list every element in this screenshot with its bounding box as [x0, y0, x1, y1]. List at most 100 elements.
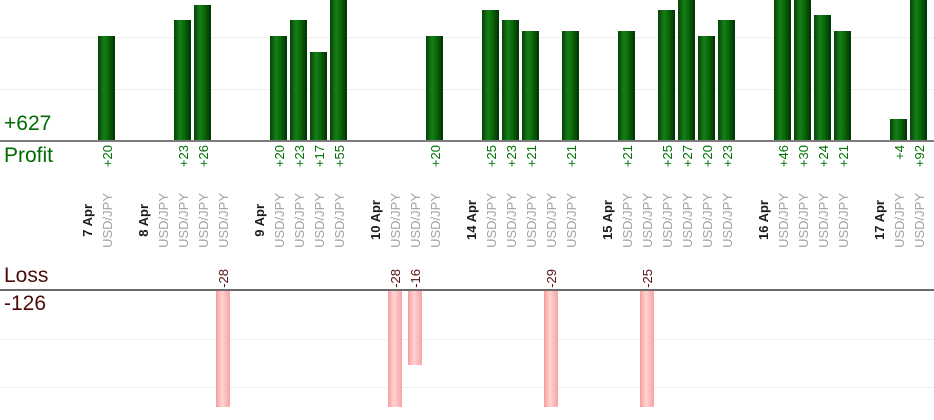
profit-value-label: +20 — [426, 145, 444, 191]
profit-bar — [194, 5, 211, 140]
pair-label: USD/JPY — [814, 187, 832, 253]
loss-value-label: -25 — [638, 253, 656, 288]
pair-label: USD/JPY — [678, 187, 696, 253]
profit-value-label: +21 — [522, 145, 540, 191]
loss-value-label: -28 — [214, 253, 232, 288]
date-label: 8 Apr — [134, 187, 152, 253]
pair-label: USD/JPY — [270, 187, 288, 253]
profit-value-label-text: +21 — [619, 145, 635, 168]
profit-value-label-text: +17 — [311, 145, 327, 168]
profit-value-label: +23 — [290, 145, 308, 191]
profit-value-label: +92 — [910, 145, 928, 191]
profit-value-label: +23 — [718, 145, 736, 191]
profit-value-label: +20 — [270, 145, 288, 191]
profit-bar — [698, 36, 715, 140]
date-label-text: 17 Apr — [871, 200, 887, 240]
loss-value-label-text: -28 — [387, 269, 403, 288]
profit-bar — [98, 36, 115, 140]
date-label: 9 Apr — [250, 187, 268, 253]
pair-label-text: USD/JPY — [483, 192, 499, 248]
pair-label-text: USD/JPY — [387, 192, 403, 248]
pair-label: USD/JPY — [638, 187, 656, 253]
profit-bar — [502, 20, 519, 140]
pair-label: USD/JPY — [194, 187, 212, 253]
profit-value-label: +27 — [678, 145, 696, 191]
profit-value-label-text: +23 — [175, 145, 191, 168]
pair-label-text: USD/JPY — [331, 192, 347, 248]
loss-value-label-text: -16 — [407, 269, 423, 288]
pair-label: USD/JPY — [562, 187, 580, 253]
pair-label-text: USD/JPY — [619, 192, 635, 248]
pair-label: USD/JPY — [890, 187, 908, 253]
profit-bar — [794, 0, 811, 140]
pair-label-text: USD/JPY — [911, 192, 927, 248]
loss-plot-area — [0, 291, 934, 407]
pair-label-text: USD/JPY — [775, 192, 791, 248]
date-label-text: 15 Apr — [599, 200, 615, 240]
loss-bar — [216, 291, 230, 407]
profit-value-label-text: +30 — [795, 145, 811, 168]
profit-value-label-text: +26 — [195, 145, 211, 168]
profit-value-label: +25 — [482, 145, 500, 191]
profit-bar — [482, 10, 499, 140]
profit-value-label: +30 — [794, 145, 812, 191]
pair-label-text: USD/JPY — [427, 192, 443, 248]
date-label: 10 Apr — [366, 187, 384, 253]
loss-bar — [388, 291, 402, 407]
profit-bar — [310, 52, 327, 140]
profit-bar — [814, 15, 831, 140]
date-label-text: 10 Apr — [367, 200, 383, 240]
profit-value-label-text: +24 — [815, 145, 831, 168]
pair-label-text: USD/JPY — [639, 192, 655, 248]
loss-value-label-text: -28 — [215, 269, 231, 288]
date-label-text: 9 Apr — [251, 203, 267, 237]
profit-axis-title: Profit — [4, 144, 54, 167]
profit-value-label: +23 — [502, 145, 520, 191]
profit-value-label-text: +4 — [891, 145, 907, 160]
profit-bar — [618, 31, 635, 140]
profit-bar — [774, 0, 791, 140]
pair-label: USD/JPY — [154, 187, 172, 253]
pair-label-text: USD/JPY — [815, 192, 831, 248]
profit-plot-area — [0, 0, 934, 140]
profit-value-label: +23 — [174, 145, 192, 191]
pair-label-text: USD/JPY — [291, 192, 307, 248]
loss-bar — [640, 291, 654, 407]
profit-value-label-text: +23 — [291, 145, 307, 168]
profit-value-label: +26 — [194, 145, 212, 191]
pair-label: USD/JPY — [426, 187, 444, 253]
pair-label-text: USD/JPY — [99, 192, 115, 248]
profit-value-label: +21 — [562, 145, 580, 191]
pair-label: USD/JPY — [386, 187, 404, 253]
pair-label: USD/JPY — [522, 187, 540, 253]
profit-total-label: +627 — [4, 112, 52, 135]
pair-label-text: USD/JPY — [563, 192, 579, 248]
profit-bar — [890, 119, 907, 140]
profit-value-label-text: +23 — [503, 145, 519, 168]
profit-value-label-text: +21 — [835, 145, 851, 168]
pair-label-text: USD/JPY — [835, 192, 851, 248]
pair-label: USD/JPY — [406, 187, 424, 253]
profit-bar — [522, 31, 539, 140]
profit-bar — [658, 10, 675, 140]
date-label-text: 16 Apr — [755, 200, 771, 240]
profit-bar — [910, 0, 927, 140]
pair-label-text: USD/JPY — [543, 192, 559, 248]
date-label: 7 Apr — [78, 187, 96, 253]
loss-value-label-text: -29 — [543, 269, 559, 288]
loss-gridline-20 — [0, 387, 934, 388]
profit-value-label: +46 — [774, 145, 792, 191]
date-label: 14 Apr — [462, 187, 480, 253]
profit-value-label-text: +21 — [523, 145, 539, 168]
profit-bar — [270, 36, 287, 140]
profit-value-label: +24 — [814, 145, 832, 191]
profit-value-label: +21 — [618, 145, 636, 191]
profit-value-label: +20 — [698, 145, 716, 191]
pair-label-text: USD/JPY — [407, 192, 423, 248]
profit-value-label-text: +25 — [483, 145, 499, 168]
pair-label: USD/JPY — [834, 187, 852, 253]
pair-label: USD/JPY — [542, 187, 560, 253]
profit-value-label-text: +20 — [699, 145, 715, 168]
profit-value-label-text: +21 — [563, 145, 579, 168]
loss-value-label: -29 — [542, 253, 560, 288]
